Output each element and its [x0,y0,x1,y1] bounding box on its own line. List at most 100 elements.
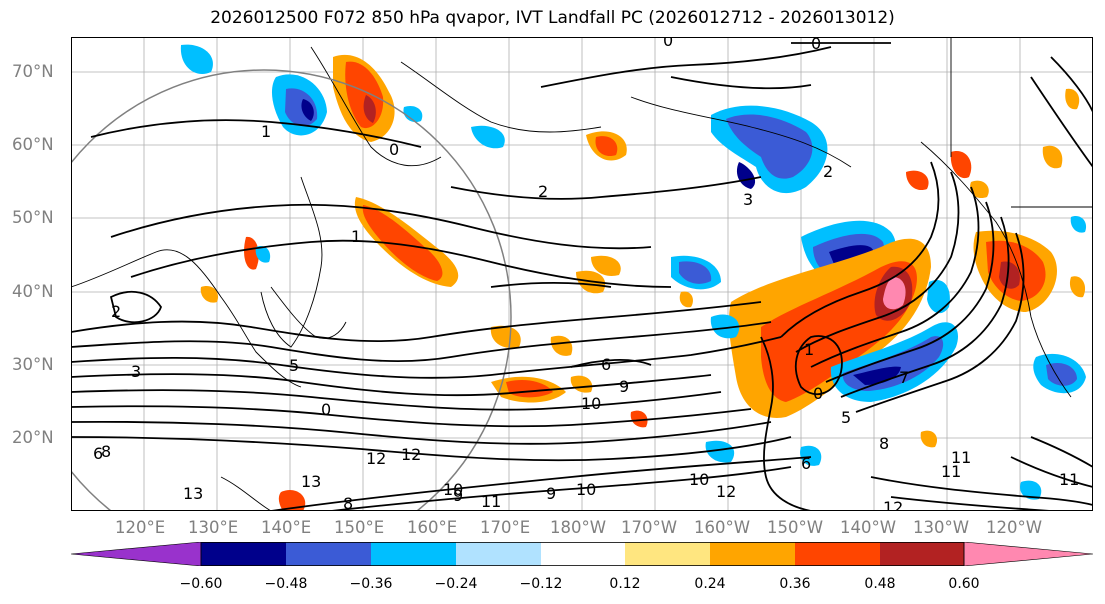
colorbar-segment [371,542,456,566]
svg-text:12: 12 [401,445,421,464]
svg-text:0: 0 [813,384,823,403]
svg-text:9: 9 [546,484,556,503]
contour-label: 2 [538,182,548,201]
svg-text:8: 8 [343,494,353,511]
colorbar-tick: −0.60 [179,576,223,592]
colorbar-tick: 0.24 [694,576,726,592]
svg-text:12: 12 [716,482,736,501]
contour-label: 10 [576,480,596,499]
colorbar-tick: 0.48 [864,576,896,592]
svg-text:11: 11 [951,448,971,467]
colorbar-segment [795,542,880,566]
colorbar-segment [201,542,286,566]
svg-text:2: 2 [823,162,833,181]
contour-label: 0 [811,37,821,53]
contour-label: 12 [401,445,421,464]
svg-text:1: 1 [351,227,361,246]
contour-label: 11 [481,492,501,511]
lon-label-150w: 150°W [767,518,824,537]
contour-label: 11 [1059,470,1079,489]
svg-text:0: 0 [389,140,399,159]
svg-text:6: 6 [93,444,103,463]
colorbar-tick: 0.36 [779,576,811,592]
lon-label-160e: 160°E [407,518,458,537]
map-frame [71,37,1093,511]
svg-text:6: 6 [601,355,611,374]
colorbar-tick: 0.60 [948,576,980,592]
lon-label-130e: 130°E [188,518,239,537]
svg-text:10: 10 [689,470,709,489]
plot-title: 2026012500 F072 850 hPa qvapor, IVT Land… [210,8,895,28]
lon-label-140e: 140°E [261,518,312,537]
svg-text:8: 8 [101,442,111,461]
contour-label: 8 [879,434,889,453]
contour-label: 2 [111,302,121,321]
svg-text:11: 11 [941,462,961,481]
contour-label: 0 [663,37,673,50]
colorbar-segment [541,542,625,566]
lat-label-40n: 40°N [12,282,54,301]
colorbar-high-extend [963,542,1094,566]
contour-label: 3 [131,362,141,381]
contour-label: 8 [343,494,353,511]
map-panel: 0 0 1 0 2 3 2 1 2 3 5 6 9 10 12 13 12 10… [71,37,1093,511]
svg-text:10: 10 [576,480,596,499]
lon-label-150e: 150°E [334,518,385,537]
svg-text:12: 12 [883,498,903,511]
colorbar-tick: −0.12 [519,576,563,592]
contour-label: 11 [951,448,971,467]
svg-text:5: 5 [841,408,851,427]
contour-label: 0 [321,400,331,419]
contour-label: 0 [389,140,399,159]
landfall-radius-circle [71,69,512,511]
svg-text:11: 11 [1059,470,1079,489]
contour-label: 9 [619,377,629,396]
colorbar-segment [710,542,795,566]
svg-text:2: 2 [111,302,121,321]
svg-text:7: 7 [899,368,909,387]
contour-label: 12 [366,449,386,468]
colorbar-segment [880,542,964,566]
contour-label: 7 [899,368,909,387]
ivt-contours [71,42,1093,511]
colorbar-low-extend [71,542,202,566]
contour-label: 2 [823,162,833,181]
contour-label: 10 [581,394,601,413]
svg-text:9: 9 [619,377,629,396]
contour-label: 12 [716,482,736,501]
lat-label-60n: 60°N [12,135,54,154]
contour-label: 11 [941,462,961,481]
lon-label-180w: 180°W [550,518,607,537]
svg-text:0: 0 [811,37,821,53]
contour-label: 9 [453,486,463,505]
svg-text:9: 9 [453,486,463,505]
colorbar-tick: −0.48 [264,576,308,592]
svg-text:1: 1 [261,122,271,141]
svg-text:3: 3 [131,362,141,381]
colorbar-segment [286,542,371,566]
contour-label: 1 [351,227,361,246]
colorbar-tick: −0.36 [349,576,393,592]
colorbar [71,542,1094,566]
lat-label-50n: 50°N [12,208,54,227]
svg-text:10: 10 [443,480,463,499]
contour-label: 10 [689,470,709,489]
lon-label-170e: 170°E [480,518,531,537]
contour-label: 1 [804,340,814,359]
lat-label-30n: 30°N [12,355,54,374]
contour-label: 6 [601,355,611,374]
contour-label: 13 [301,472,321,491]
contour-label: 5 [841,408,851,427]
contour-label: 10 [443,480,463,499]
lon-label-120w: 120°W [986,518,1043,537]
svg-text:0: 0 [321,400,331,419]
contour-label: 12 [883,498,903,511]
contour-label: 13 [183,484,203,503]
svg-text:8: 8 [879,434,889,453]
svg-text:10: 10 [581,394,601,413]
lat-label-20n: 20°N [12,428,54,447]
svg-text:3: 3 [743,190,753,209]
contour-label: 6 [801,454,811,473]
contour-label-layer: 0 0 1 0 2 3 2 1 2 3 5 6 9 10 12 13 12 10… [93,37,1079,511]
lon-label-140w: 140°W [840,518,897,537]
